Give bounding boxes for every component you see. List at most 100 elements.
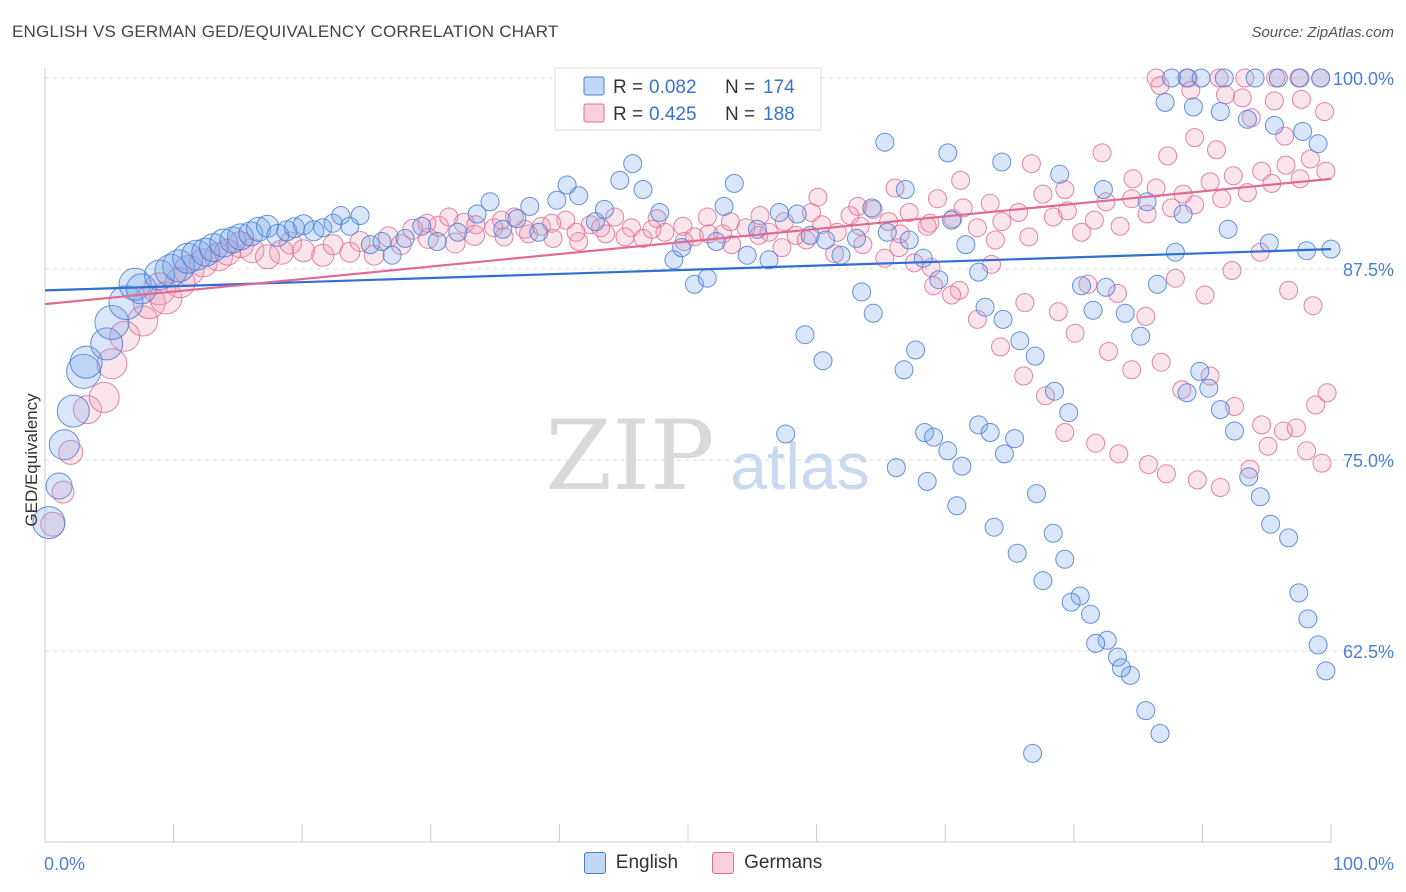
- germans-point: [980, 193, 1000, 213]
- germans-point: [1036, 386, 1055, 406]
- germans-point: [863, 199, 883, 219]
- english-point: [246, 216, 271, 242]
- x-tick-label-min: 0.0%: [44, 854, 85, 874]
- english-point: [1259, 233, 1279, 253]
- germans-point: [556, 210, 576, 230]
- germans-point: [953, 198, 973, 218]
- germans-point: [591, 218, 611, 238]
- watermark-zip: ZIP: [545, 400, 714, 512]
- english-point: [938, 143, 958, 163]
- germans-point: [1216, 85, 1235, 105]
- english-point: [899, 230, 919, 250]
- germans-point: [255, 244, 280, 270]
- germans-point: [899, 203, 919, 222]
- source-label: Source: ZipAtlas.com: [1251, 24, 1394, 41]
- germans-point: [1312, 453, 1332, 473]
- english-point: [1210, 102, 1230, 122]
- english-point: [1131, 326, 1151, 346]
- germans-point: [1212, 189, 1232, 209]
- english-point: [1005, 429, 1025, 449]
- germans-point: [1290, 169, 1310, 189]
- legend-item-germans[interactable]: Germans: [712, 852, 822, 874]
- english-point: [340, 216, 360, 236]
- germans-point: [1300, 149, 1320, 169]
- germans-point: [1122, 360, 1142, 380]
- english-point: [32, 506, 66, 540]
- germans-point: [1146, 178, 1166, 198]
- english-point: [1059, 403, 1079, 423]
- english-point: [759, 250, 779, 270]
- germans-point: [542, 213, 562, 233]
- germans-point: [1258, 436, 1278, 456]
- english-point: [787, 204, 807, 224]
- germans-point: [1252, 161, 1272, 181]
- germans-point: [1303, 296, 1323, 316]
- germans-point: [1185, 195, 1205, 215]
- germans-point: [848, 196, 868, 216]
- english-point: [956, 235, 976, 255]
- english-point: [256, 214, 279, 238]
- germans-point: [924, 276, 944, 296]
- germans-point: [1072, 222, 1091, 242]
- english-point: [1264, 115, 1284, 135]
- english-point: [1173, 204, 1193, 224]
- english-point: [929, 270, 949, 290]
- germans-point: [349, 231, 371, 252]
- germans-point: [1276, 155, 1296, 175]
- english-point: [917, 471, 937, 491]
- english-point: [1027, 484, 1046, 504]
- english-point: [1025, 346, 1045, 366]
- english-point: [1045, 381, 1064, 401]
- germans-point: [1240, 459, 1260, 479]
- english-point: [1061, 592, 1081, 612]
- legend-swatch-english-bottom: [583, 852, 606, 874]
- english-point: [191, 237, 221, 267]
- english-point: [1150, 724, 1170, 743]
- english-point: [293, 214, 314, 236]
- germans-point: [1110, 216, 1130, 236]
- english-point: [313, 218, 333, 238]
- germans-point: [1099, 342, 1118, 361]
- english-point: [623, 154, 643, 174]
- english-point: [1218, 219, 1238, 239]
- english-point: [1245, 68, 1265, 88]
- germans-point: [1021, 154, 1041, 174]
- english-point: [1043, 523, 1063, 543]
- english-point: [1097, 630, 1117, 650]
- english-point: [714, 196, 734, 216]
- english-point: [992, 152, 1012, 172]
- english-point: [795, 325, 815, 345]
- english-point: [1250, 487, 1270, 507]
- x-tick-label-max: 100.0%: [1333, 854, 1394, 874]
- germans-point: [1181, 80, 1201, 100]
- english-point: [1055, 549, 1075, 569]
- english-point: [913, 248, 933, 268]
- english-point: [969, 415, 989, 435]
- english-point: [947, 496, 967, 516]
- english-point: [862, 198, 882, 218]
- english-point: [633, 180, 653, 199]
- y-axis-label: GED/Equivalency: [22, 393, 41, 527]
- english-point: [1111, 658, 1131, 678]
- english-point: [906, 340, 926, 360]
- germans-point: [1207, 140, 1226, 160]
- english-point: [1293, 122, 1313, 141]
- english-point: [894, 360, 914, 380]
- germans-point: [1014, 366, 1034, 386]
- germans-point: [951, 170, 971, 190]
- english-point: [529, 222, 549, 242]
- germans-point: [697, 207, 717, 227]
- english-point: [952, 456, 972, 476]
- germans-point: [1123, 169, 1143, 189]
- germans-point: [1136, 306, 1156, 326]
- english-point: [1072, 276, 1091, 296]
- legend-item-english[interactable]: English: [583, 852, 678, 874]
- english-point: [875, 132, 895, 152]
- english-point: [48, 429, 80, 461]
- germans-point: [1279, 280, 1299, 300]
- english-point: [45, 472, 73, 500]
- english-point: [1165, 242, 1185, 262]
- germans-point: [1048, 302, 1068, 322]
- germans-point: [1109, 444, 1129, 464]
- legend-swatch-germans: [583, 103, 605, 123]
